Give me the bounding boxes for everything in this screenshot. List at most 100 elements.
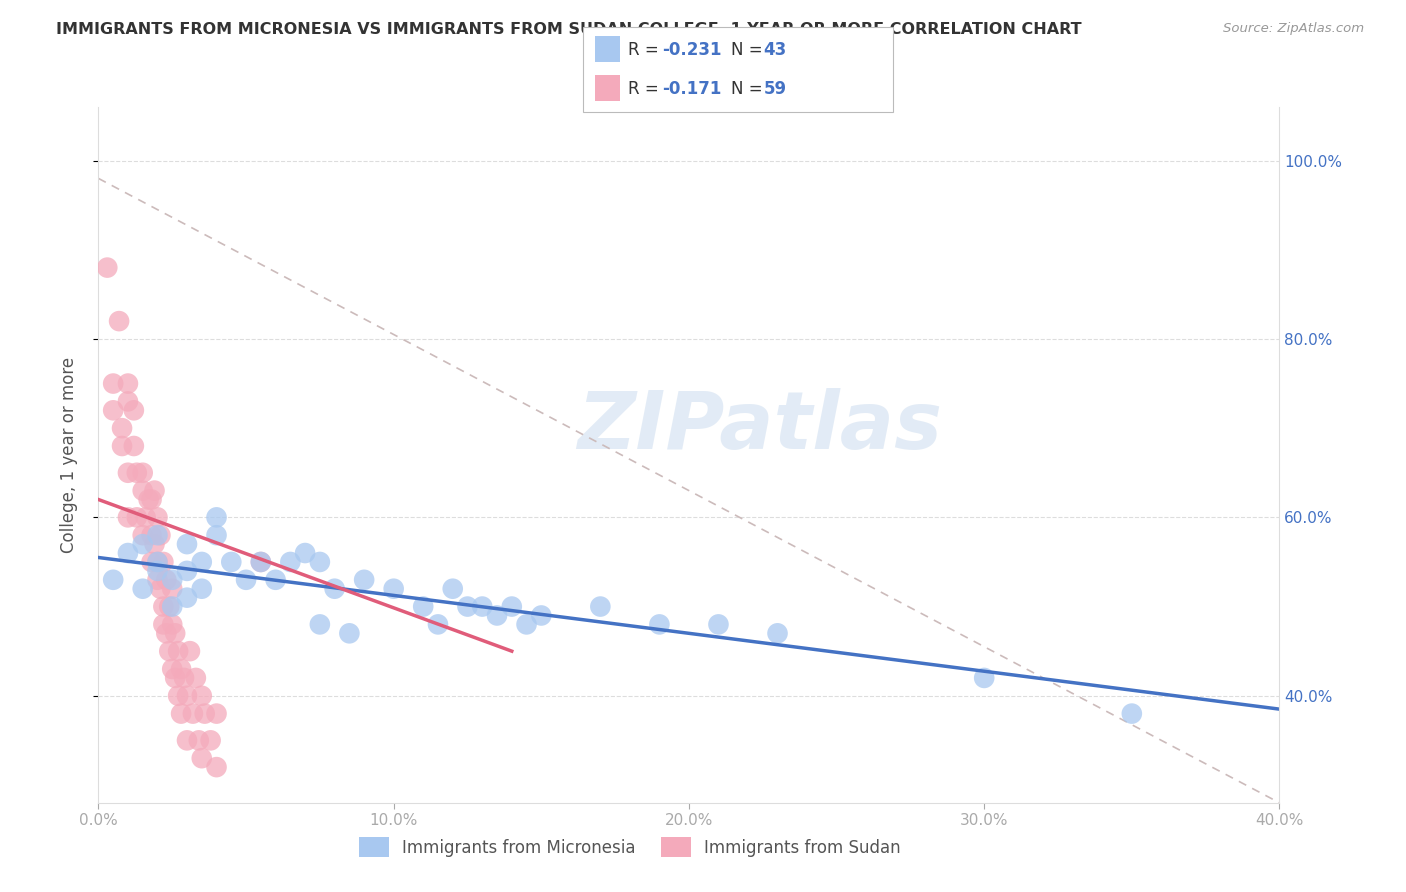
Point [457, 599, 479, 614]
Point [181, 706, 204, 721]
Point [382, 582, 405, 596]
Point [250, 555, 273, 569]
Point [427, 617, 450, 632]
Point [103, 573, 125, 587]
Point [103, 376, 125, 391]
Point [117, 466, 139, 480]
Point [179, 644, 201, 658]
Point [205, 510, 228, 524]
Point [250, 555, 273, 569]
Point [309, 617, 332, 632]
Point [766, 626, 789, 640]
Point [146, 528, 169, 542]
Point [412, 599, 434, 614]
Text: 59: 59 [763, 79, 786, 97]
Point [135, 510, 157, 524]
Point [155, 626, 177, 640]
Point [152, 599, 174, 614]
Point [141, 492, 163, 507]
Point [117, 510, 139, 524]
Point [205, 528, 228, 542]
Point [96, 260, 118, 275]
Text: Source: ZipAtlas.com: Source: ZipAtlas.com [1223, 22, 1364, 36]
Legend: Immigrants from Micronesia, Immigrants from Sudan: Immigrants from Micronesia, Immigrants f… [353, 830, 907, 864]
Text: R =: R = [628, 41, 665, 59]
Point [157, 644, 180, 658]
Text: -0.231: -0.231 [662, 41, 721, 59]
Point [176, 591, 198, 605]
Point [191, 555, 214, 569]
Point [141, 528, 163, 542]
Point [707, 617, 730, 632]
Point [125, 510, 148, 524]
Point [648, 617, 671, 632]
Point [162, 617, 183, 632]
Point [309, 555, 332, 569]
Point [191, 751, 214, 765]
Point [162, 582, 183, 596]
Point [441, 582, 464, 596]
Point [103, 403, 125, 417]
Point [157, 599, 180, 614]
Point [149, 528, 172, 542]
Point [530, 608, 553, 623]
Point [122, 439, 145, 453]
Point [170, 706, 193, 721]
Point [173, 671, 195, 685]
Point [205, 760, 228, 774]
Point [146, 573, 169, 587]
Point [280, 555, 302, 569]
Point [138, 492, 160, 507]
Point [125, 466, 148, 480]
Point [165, 671, 187, 685]
Point [589, 599, 612, 614]
Point [176, 537, 198, 551]
Point [264, 573, 287, 587]
Point [165, 626, 187, 640]
Point [122, 403, 145, 417]
Point [155, 573, 177, 587]
Point [191, 689, 214, 703]
Point [471, 599, 494, 614]
Point [146, 564, 169, 578]
Point [117, 394, 139, 409]
Text: -0.171: -0.171 [662, 79, 721, 97]
Point [339, 626, 361, 640]
Text: N =: N = [731, 41, 768, 59]
Point [176, 564, 198, 578]
Y-axis label: College, 1 year or more: College, 1 year or more [59, 357, 77, 553]
Point [143, 483, 166, 498]
Text: IMMIGRANTS FROM MICRONESIA VS IMMIGRANTS FROM SUDAN COLLEGE, 1 YEAR OR MORE CORR: IMMIGRANTS FROM MICRONESIA VS IMMIGRANTS… [56, 22, 1081, 37]
Point [167, 689, 190, 703]
Point [143, 537, 166, 551]
Point [117, 546, 139, 560]
Point [132, 537, 155, 551]
Point [146, 555, 169, 569]
Point [221, 555, 243, 569]
Text: R =: R = [628, 79, 665, 97]
Point [146, 555, 169, 569]
Point [132, 528, 155, 542]
Point [973, 671, 995, 685]
Point [162, 573, 183, 587]
Point [141, 555, 163, 569]
Point [132, 582, 155, 596]
Point [149, 582, 172, 596]
Point [486, 608, 509, 623]
Point [152, 617, 174, 632]
Point [176, 689, 198, 703]
Point [323, 582, 346, 596]
Point [200, 733, 222, 747]
Point [146, 510, 169, 524]
Point [117, 376, 139, 391]
Point [176, 733, 198, 747]
Point [187, 733, 209, 747]
Point [1121, 706, 1143, 721]
Point [162, 662, 183, 676]
Point [132, 466, 155, 480]
Point [108, 314, 131, 328]
Text: 43: 43 [763, 41, 787, 59]
Point [111, 421, 134, 435]
Point [191, 582, 214, 596]
Point [205, 706, 228, 721]
